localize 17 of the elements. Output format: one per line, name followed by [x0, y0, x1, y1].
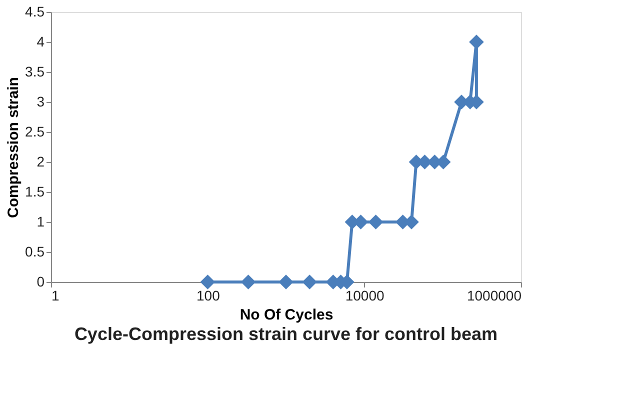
x-axis-title: No Of Cycles: [240, 306, 334, 324]
text: Cycle-Compression strain curve for control beam: [74, 324, 498, 344]
y-axis-title: Compression strain: [5, 77, 22, 218]
x-tick-label: 1000000: [466, 288, 522, 304]
y-tick-label: 2.5: [25, 124, 45, 140]
y-tick-label: 0: [36, 274, 45, 290]
y-tick-label: 4: [36, 34, 45, 50]
y-tick-label: 4.5: [25, 4, 45, 20]
y-tick-label: 1: [36, 214, 45, 230]
x-tick-label: 1: [52, 288, 60, 304]
y-tick-label: 3: [36, 94, 45, 110]
y-tick-label: 2: [36, 154, 45, 170]
y-tick-label: 1.5: [25, 184, 45, 200]
y-tick-label: 3.5: [25, 64, 45, 80]
y-tick-label: 0.5: [25, 244, 45, 260]
x-tick-label: 10000: [345, 288, 385, 304]
x-tick-label: 100: [196, 288, 220, 304]
